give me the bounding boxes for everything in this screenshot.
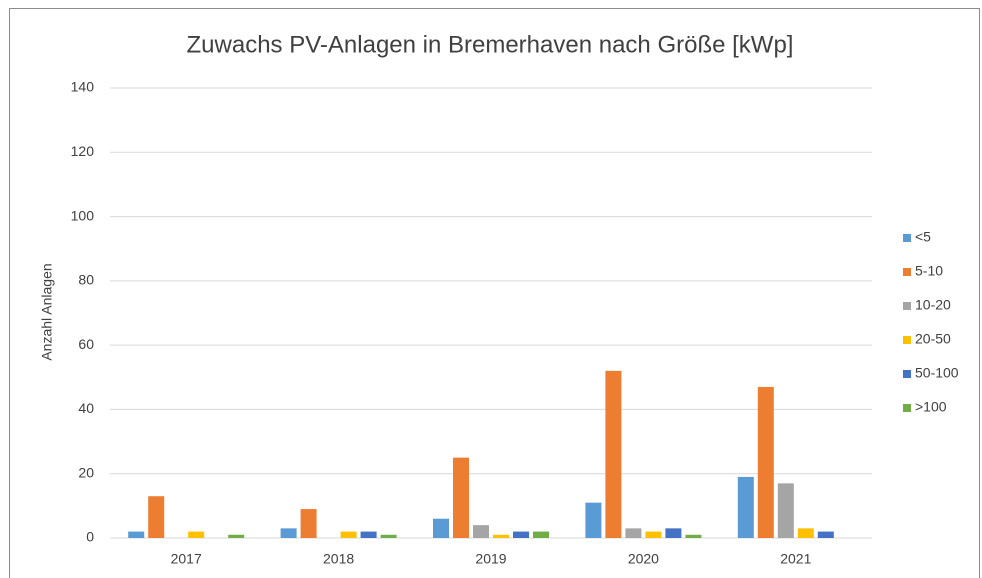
bar [645,531,662,538]
bar [453,457,469,538]
bar [188,531,205,538]
bar [625,528,642,538]
legend-label: 5-10 [915,263,943,279]
y-tick-label: 140 [71,79,95,95]
legend-swatch [903,268,911,276]
bar [280,528,297,538]
bar [473,525,489,538]
y-tick-label: 20 [78,464,94,480]
x-tick-label: 2021 [780,551,811,567]
bar [665,528,682,538]
bar [340,531,357,538]
bar [817,531,834,538]
x-tick-label: 2020 [628,551,659,567]
bar [757,386,774,538]
legend-label: 20-50 [915,331,951,347]
bar [433,518,449,538]
bar [360,531,377,538]
bar [737,476,754,538]
bar [128,531,145,538]
y-axis-label: Anzahl Anlagen [39,263,55,360]
legend-swatch [903,234,911,242]
x-tick-label: 2017 [171,551,202,567]
bar [148,496,165,538]
bar [493,534,509,538]
chart-title: Zuwachs PV-Anlagen in Bremerhaven nach G… [187,31,794,58]
bar [513,531,529,538]
legend-label: <5 [915,229,931,245]
bar [380,534,397,538]
y-tick-label: 0 [86,529,94,545]
legend-swatch [903,404,911,412]
x-tick-label: 2019 [475,551,506,567]
bar [585,502,602,538]
bar [685,534,702,538]
legend-swatch [903,370,911,378]
y-tick-label: 120 [71,143,95,159]
legend-label: >100 [915,399,947,415]
y-tick-label: 80 [78,272,94,288]
bar [228,534,245,538]
y-tick-label: 40 [78,400,94,416]
y-tick-label: 100 [71,207,95,223]
legend-swatch [903,302,911,310]
bar [300,509,317,538]
legend-label: 10-20 [915,297,951,313]
legend-swatch [903,336,911,344]
bar [797,528,814,538]
x-tick-label: 2018 [323,551,354,567]
chart-frame [9,8,980,578]
bar [533,531,549,538]
y-tick-label: 60 [78,336,94,352]
bar [777,483,794,538]
bar [605,370,622,538]
legend-label: 50-100 [915,365,959,381]
